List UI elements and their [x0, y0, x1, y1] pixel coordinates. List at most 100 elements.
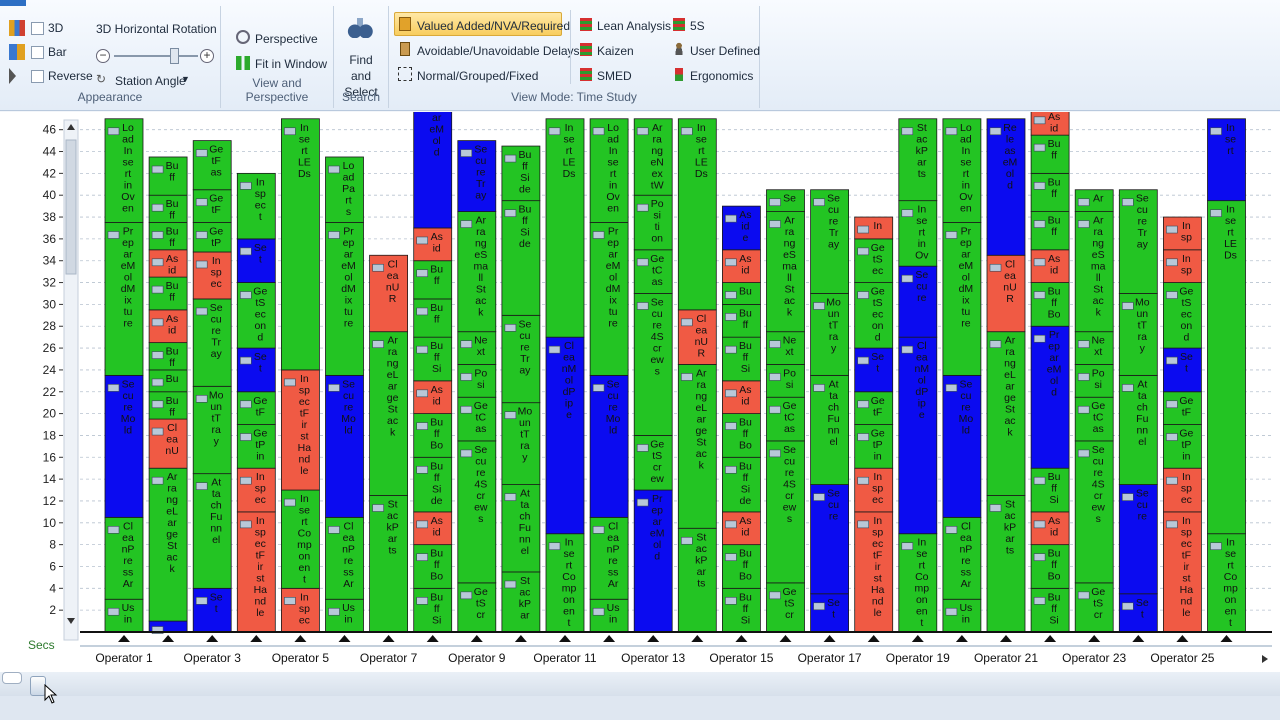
bar-segment-nva[interactable] [1030, 107, 1070, 136]
operator-marker-icon[interactable] [470, 635, 483, 642]
station-angle-dropdown[interactable]: Station Angle [115, 74, 186, 88]
bar-segment-va[interactable] [986, 331, 1026, 496]
mode-normal-grouped-button[interactable]: Normal/Grouped/Fixed [417, 69, 539, 83]
operator-marker-icon[interactable] [1176, 635, 1189, 642]
bar-segment-va[interactable] [1118, 189, 1158, 294]
bar-segment-va[interactable] [589, 598, 629, 633]
scroll-right-icon[interactable] [1262, 655, 1268, 663]
mode-valued-added-button[interactable] [394, 12, 562, 36]
bar-segment-va[interactable] [413, 336, 453, 382]
checkbox-bar[interactable] [31, 46, 44, 59]
bar-segment-va[interactable] [766, 582, 805, 633]
operator-marker-icon[interactable] [647, 635, 660, 642]
bar-segment-va[interactable] [1074, 582, 1114, 633]
bar-segment-va[interactable] [413, 587, 453, 633]
bar-segment-req[interactable] [898, 336, 938, 535]
bar-segment-va[interactable] [722, 336, 761, 382]
operator-marker-icon[interactable] [955, 635, 968, 642]
operator-marker-icon[interactable] [735, 635, 748, 642]
bar-segment-nva[interactable] [236, 467, 276, 513]
bar-segment-req[interactable] [325, 374, 364, 518]
bar-segment-va[interactable] [589, 118, 629, 223]
operator-marker-icon[interactable] [823, 635, 836, 642]
bar-segment-req[interactable] [986, 118, 1026, 256]
rotation-slider-thumb[interactable] [170, 48, 179, 64]
user-defined-button[interactable]: User Defined [690, 44, 761, 58]
bar-segment-va[interactable] [1074, 189, 1114, 212]
operator-marker-icon[interactable] [514, 635, 527, 642]
find-and-select-button[interactable]: Find and Select [344, 53, 378, 99]
bar-segment-va[interactable] [1074, 440, 1114, 584]
bar-segment-nva[interactable] [280, 369, 320, 491]
operator-marker-icon[interactable] [691, 635, 704, 642]
bar-segment-va[interactable] [986, 495, 1026, 633]
bar-segment-va[interactable] [1074, 364, 1114, 398]
operator-marker-icon[interactable] [250, 635, 263, 642]
bar-segment-va[interactable] [148, 222, 188, 251]
operator-marker-icon[interactable] [118, 635, 130, 642]
operator-marker-icon[interactable] [382, 635, 395, 642]
bar-segment-va[interactable] [633, 293, 673, 436]
bar-segment-nva[interactable] [1163, 216, 1202, 251]
bar-segment-req[interactable] [722, 205, 761, 251]
bar-segment-va[interactable] [1207, 200, 1246, 535]
bar-segment-nva[interactable] [280, 587, 320, 633]
bar-segment-va[interactable] [677, 364, 717, 529]
operator-marker-icon[interactable] [1044, 635, 1057, 642]
bar-segment-va[interactable] [722, 413, 761, 458]
bar-segment-req[interactable] [545, 336, 585, 535]
bar-segment-va[interactable] [457, 211, 497, 333]
bar-segment-va[interactable] [280, 489, 320, 589]
rotation-slider-track[interactable] [114, 55, 198, 57]
bar-segment-va[interactable] [545, 533, 585, 633]
bar-segment-nva[interactable] [413, 227, 453, 262]
bar-segment-va[interactable] [413, 544, 453, 589]
bar-segment-va[interactable] [457, 582, 497, 633]
operator-marker-icon[interactable] [1000, 635, 1012, 642]
bar-segment-va[interactable] [192, 189, 232, 223]
bar-segment-nva[interactable] [413, 380, 453, 414]
horizontal-scrollbar[interactable] [0, 672, 1280, 696]
operator-marker-icon[interactable] [559, 635, 571, 642]
bar-segment-va[interactable] [766, 211, 805, 333]
bar-segment-nva[interactable] [1163, 249, 1202, 283]
bar-segment-va[interactable] [854, 238, 894, 283]
scroll-left-handle[interactable] [2, 672, 22, 684]
bar-segment-va[interactable] [325, 598, 364, 633]
bar-segment-va[interactable] [677, 527, 717, 633]
checkbox-3d[interactable] [31, 22, 44, 35]
operator-marker-icon[interactable] [162, 635, 175, 642]
bar-segment-req[interactable] [104, 374, 144, 518]
bar-segment-va[interactable] [457, 440, 497, 584]
bar-segment-va[interactable] [148, 156, 188, 196]
bar-segment-nva[interactable] [1030, 249, 1070, 283]
bar-segment-va[interactable] [722, 587, 761, 633]
bar-segment-va[interactable] [1030, 467, 1070, 513]
bar-segment-req[interactable] [1118, 484, 1158, 595]
five-s-button[interactable]: 5S [690, 19, 705, 33]
bar-segment-va[interactable] [810, 189, 849, 294]
bar-segment-va[interactable] [589, 222, 629, 376]
bar-segment-va[interactable] [942, 222, 982, 376]
bar-segment-va[interactable] [457, 396, 497, 442]
smed-button[interactable]: SMED [597, 69, 632, 83]
bar-segment-va[interactable] [1074, 211, 1114, 333]
bar-segment-va[interactable] [1118, 374, 1158, 485]
bar-segment-va[interactable] [192, 140, 232, 191]
bar-segment-va[interactable] [766, 396, 805, 442]
bar-segment-va[interactable] [854, 424, 894, 469]
bar-segment-va[interactable] [766, 189, 805, 212]
bar-segment-nva[interactable] [854, 467, 894, 513]
bar-segment-va[interactable] [633, 249, 673, 294]
perspective-button[interactable]: Perspective [255, 32, 318, 46]
operator-marker-icon[interactable] [911, 635, 924, 642]
bar-segment-va[interactable] [854, 391, 894, 425]
bar-segment-va[interactable] [148, 276, 188, 311]
operator-marker-icon[interactable] [867, 635, 880, 642]
bar-segment-nva[interactable] [1030, 511, 1070, 546]
operator-marker-icon[interactable] [338, 635, 351, 642]
bar-segment-nva[interactable] [722, 511, 761, 546]
checkbox-reverse[interactable] [31, 70, 44, 83]
bar-segment-va[interactable] [413, 413, 453, 458]
bar-segment-req[interactable] [942, 374, 982, 518]
